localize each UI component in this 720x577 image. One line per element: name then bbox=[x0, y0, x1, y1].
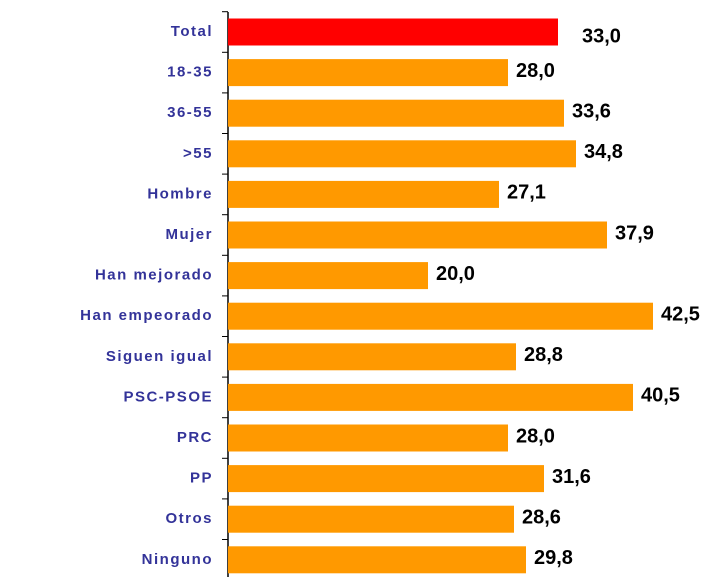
bar bbox=[228, 383, 633, 411]
category-label: PRC bbox=[177, 429, 213, 446]
category-label: Mujer bbox=[165, 226, 213, 243]
bar bbox=[228, 546, 526, 574]
bar bbox=[228, 180, 499, 208]
value-label: 33,6 bbox=[572, 100, 611, 122]
bar bbox=[228, 99, 564, 127]
category-label: >55 bbox=[183, 145, 213, 162]
value-label: 29,8 bbox=[534, 547, 573, 569]
value-label: 33,0 bbox=[582, 25, 621, 47]
value-label: 27,1 bbox=[507, 182, 546, 204]
category-label: 36-55 bbox=[167, 104, 213, 121]
value-label: 28,6 bbox=[522, 506, 561, 528]
bar bbox=[228, 505, 514, 533]
category-label: Han mejorado bbox=[95, 267, 213, 284]
bar bbox=[228, 18, 558, 46]
bar bbox=[228, 221, 607, 249]
bar bbox=[228, 140, 576, 168]
value-label: 28,8 bbox=[524, 344, 563, 366]
value-label: 42,5 bbox=[661, 303, 700, 325]
category-label: PSC-PSOE bbox=[123, 388, 213, 405]
value-label: 31,6 bbox=[552, 466, 591, 488]
category-label: 18-35 bbox=[167, 64, 213, 81]
category-label: Siguen igual bbox=[106, 348, 213, 365]
value-label: 28,0 bbox=[516, 60, 555, 82]
bar bbox=[228, 59, 508, 87]
bar bbox=[228, 262, 428, 290]
bar bbox=[228, 302, 653, 330]
value-label: 20,0 bbox=[436, 263, 475, 285]
category-label: Total bbox=[171, 23, 213, 40]
bar bbox=[228, 343, 516, 371]
value-label: 34,8 bbox=[584, 141, 623, 163]
bar bbox=[228, 465, 544, 493]
value-label: 28,0 bbox=[516, 425, 555, 447]
value-label: 40,5 bbox=[641, 385, 680, 407]
value-label: 37,9 bbox=[615, 222, 654, 244]
category-label: Han empeorado bbox=[80, 307, 213, 324]
category-label: Otros bbox=[165, 510, 213, 527]
category-label: Ninguno bbox=[142, 551, 213, 568]
category-label: PP bbox=[190, 470, 213, 487]
bar bbox=[228, 424, 508, 452]
category-label: Hombre bbox=[147, 185, 213, 202]
